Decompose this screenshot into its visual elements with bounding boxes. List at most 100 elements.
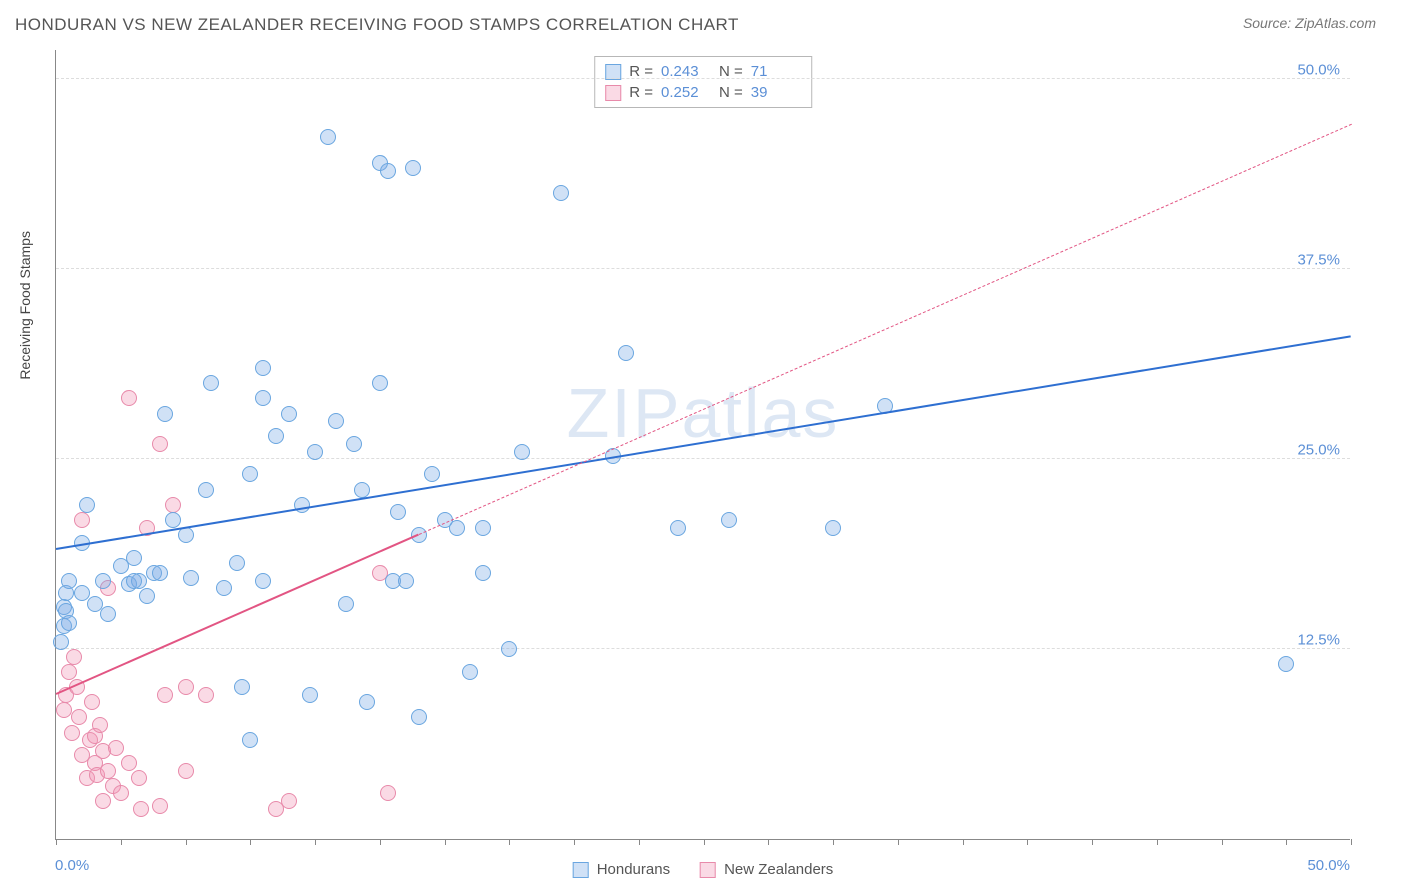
- y-tick-label: 12.5%: [1297, 632, 1340, 649]
- data-point: [126, 573, 142, 589]
- data-point: [61, 615, 77, 631]
- data-point: [79, 497, 95, 513]
- series-legend: Hondurans New Zealanders: [573, 861, 834, 878]
- data-point: [380, 163, 396, 179]
- y-axis-title: Receiving Food Stamps: [17, 231, 33, 380]
- x-axis-max-label: 50.0%: [1307, 857, 1350, 874]
- x-tick: [509, 839, 510, 845]
- x-tick: [1157, 839, 1158, 845]
- data-point: [670, 520, 686, 536]
- x-tick: [315, 839, 316, 845]
- x-tick: [1027, 839, 1028, 845]
- data-point: [338, 596, 354, 612]
- data-point: [216, 580, 232, 596]
- x-tick: [380, 839, 381, 845]
- data-point: [411, 709, 427, 725]
- x-tick: [56, 839, 57, 845]
- data-point: [139, 588, 155, 604]
- data-point: [449, 520, 465, 536]
- swatch-icon: [700, 862, 716, 878]
- data-point: [92, 717, 108, 733]
- data-point: [113, 785, 129, 801]
- data-point: [405, 160, 421, 176]
- y-tick-label: 25.0%: [1297, 442, 1340, 459]
- data-point: [320, 129, 336, 145]
- data-point: [178, 763, 194, 779]
- x-tick: [445, 839, 446, 845]
- data-point: [64, 725, 80, 741]
- data-point: [553, 185, 569, 201]
- data-point: [242, 466, 258, 482]
- data-point: [721, 512, 737, 528]
- data-point: [61, 664, 77, 680]
- data-point: [255, 390, 271, 406]
- y-tick-label: 37.5%: [1297, 252, 1340, 269]
- x-tick: [898, 839, 899, 845]
- data-point: [390, 504, 406, 520]
- source-label: Source: ZipAtlas.com: [1243, 15, 1376, 31]
- scatter-chart: ZIPatlas R = 0.243 N = 71 R = 0.252 N = …: [55, 50, 1350, 840]
- data-point: [74, 512, 90, 528]
- data-point: [66, 649, 82, 665]
- legend-item-newzealanders: New Zealanders: [700, 861, 833, 878]
- stats-row-newzealanders: R = 0.252 N = 39: [605, 82, 801, 103]
- data-point: [133, 801, 149, 817]
- data-point: [165, 497, 181, 513]
- data-point: [152, 436, 168, 452]
- data-point: [501, 641, 517, 657]
- data-point: [157, 406, 173, 422]
- data-point: [95, 793, 111, 809]
- data-point: [346, 436, 362, 452]
- data-point: [198, 482, 214, 498]
- x-tick: [121, 839, 122, 845]
- data-point: [268, 428, 284, 444]
- legend-item-hondurans: Hondurans: [573, 861, 670, 878]
- data-point: [126, 550, 142, 566]
- data-point: [380, 785, 396, 801]
- data-point: [183, 570, 199, 586]
- data-point: [281, 793, 297, 809]
- data-point: [152, 798, 168, 814]
- data-point: [618, 345, 634, 361]
- x-tick: [1222, 839, 1223, 845]
- data-point: [354, 482, 370, 498]
- data-point: [108, 740, 124, 756]
- x-tick: [1092, 839, 1093, 845]
- grid-line: [56, 648, 1350, 649]
- x-tick: [833, 839, 834, 845]
- data-point: [165, 512, 181, 528]
- stats-legend: R = 0.243 N = 71 R = 0.252 N = 39: [594, 56, 812, 108]
- data-point: [825, 520, 841, 536]
- data-point: [514, 444, 530, 460]
- data-point: [255, 360, 271, 376]
- data-point: [121, 755, 137, 771]
- chart-header: HONDURAN VS NEW ZEALANDER RECEIVING FOOD…: [0, 0, 1406, 35]
- data-point: [95, 573, 111, 589]
- data-point: [302, 687, 318, 703]
- x-tick: [704, 839, 705, 845]
- data-point: [307, 444, 323, 460]
- x-tick: [639, 839, 640, 845]
- data-point: [255, 573, 271, 589]
- data-point: [328, 413, 344, 429]
- chart-title: HONDURAN VS NEW ZEALANDER RECEIVING FOOD…: [15, 15, 739, 35]
- data-point: [372, 375, 388, 391]
- data-point: [121, 390, 137, 406]
- data-point: [84, 694, 100, 710]
- data-point: [359, 694, 375, 710]
- data-point: [234, 679, 250, 695]
- grid-line: [56, 268, 1350, 269]
- x-tick: [1351, 839, 1352, 845]
- x-tick: [768, 839, 769, 845]
- x-tick: [574, 839, 575, 845]
- swatch-icon: [573, 862, 589, 878]
- data-point: [203, 375, 219, 391]
- x-tick: [186, 839, 187, 845]
- data-point: [198, 687, 214, 703]
- data-point: [56, 702, 72, 718]
- data-point: [398, 573, 414, 589]
- data-point: [475, 520, 491, 536]
- data-point: [100, 606, 116, 622]
- data-point: [152, 565, 168, 581]
- data-point: [53, 634, 69, 650]
